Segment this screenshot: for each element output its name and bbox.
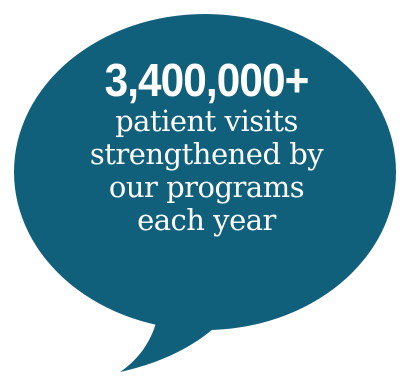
caption-line-4: each year [137, 203, 276, 237]
caption-line-2: strengthened by [89, 137, 324, 171]
caption-line-3: our programs [108, 170, 305, 204]
headline-statistic: 3,400,000+ [104, 54, 310, 106]
caption-line-1: patient visits [115, 104, 298, 138]
callout-text: 3,400,000+ patient visits strengthened b… [40, 55, 373, 237]
